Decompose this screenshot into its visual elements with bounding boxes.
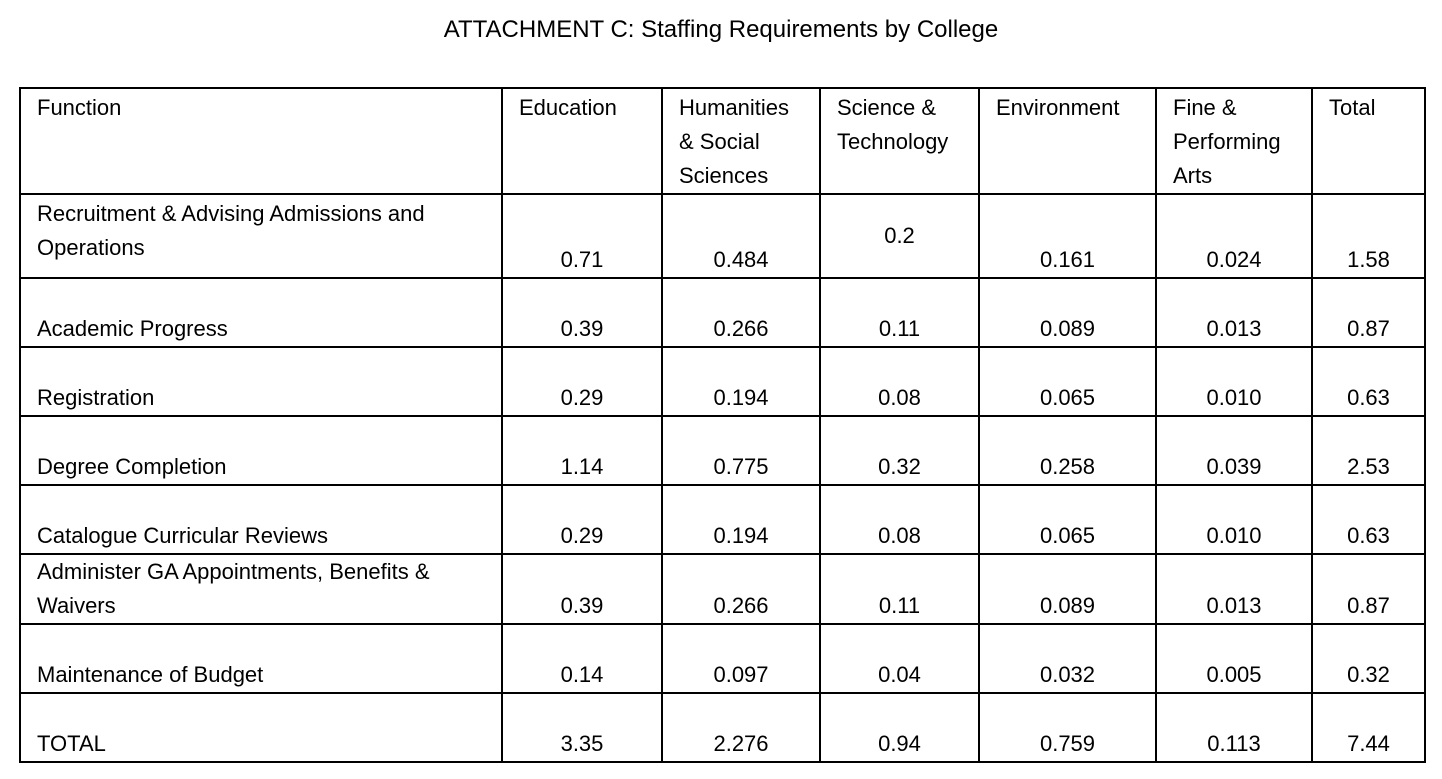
- cell-total: 0.63: [1311, 346, 1426, 417]
- cell-humanities: 0.266: [661, 553, 821, 625]
- cell-total: 0.32: [1311, 623, 1426, 694]
- cell-fine-arts: 0.013: [1155, 553, 1313, 625]
- cell-science: 0.11: [819, 553, 980, 625]
- cell-science: 0.08: [819, 484, 980, 555]
- cell-science: 0.32: [819, 415, 980, 486]
- cell-total: 1.58: [1311, 193, 1426, 279]
- cell-humanities: 0.484: [661, 193, 821, 279]
- row-function-label: Administer GA Appointments, Benefits & W…: [19, 553, 503, 625]
- cell-total: 0.87: [1311, 277, 1426, 348]
- column-header-education: Education: [501, 87, 663, 195]
- row-function-label: Registration: [19, 346, 503, 417]
- cell-environment: 0.089: [978, 277, 1157, 348]
- table-row: Catalogue Curricular Reviews 0.29 0.194 …: [19, 484, 1426, 555]
- cell-environment: 0.065: [978, 484, 1157, 555]
- row-function-label: Maintenance of Budget: [19, 623, 503, 694]
- row-function-label: TOTAL: [19, 692, 503, 763]
- cell-education: 0.39: [501, 277, 663, 348]
- cell-science: 0.11: [819, 277, 980, 348]
- table-row: Academic Progress 0.39 0.266 0.11 0.089 …: [19, 277, 1426, 348]
- table-row: Degree Completion 1.14 0.775 0.32 0.258 …: [19, 415, 1426, 486]
- cell-fine-arts: 0.013: [1155, 277, 1313, 348]
- cell-environment: 0.032: [978, 623, 1157, 694]
- cell-science: 0.04: [819, 623, 980, 694]
- cell-fine-arts: 0.113: [1155, 692, 1313, 763]
- cell-humanities: 0.097: [661, 623, 821, 694]
- cell-humanities: 2.276: [661, 692, 821, 763]
- row-function-label: Degree Completion: [19, 415, 503, 486]
- column-header-total: Total: [1311, 87, 1426, 195]
- cell-humanities: 0.194: [661, 346, 821, 417]
- cell-education: 0.71: [501, 193, 663, 279]
- cell-humanities: 0.266: [661, 277, 821, 348]
- cell-education: 0.29: [501, 484, 663, 555]
- cell-environment: 0.161: [978, 193, 1157, 279]
- table-row: Recruitment & Advising Admissions and Op…: [19, 193, 1426, 279]
- cell-education: 0.39: [501, 553, 663, 625]
- cell-total: 0.87: [1311, 553, 1426, 625]
- table-row: Registration 0.29 0.194 0.08 0.065 0.010…: [19, 346, 1426, 417]
- cell-environment: 0.258: [978, 415, 1157, 486]
- column-header-humanities: Humanities & Social Sciences: [661, 87, 821, 195]
- staffing-table: Function Education Humanities & Social S…: [19, 87, 1426, 763]
- column-header-fine-arts: Fine & Performing Arts: [1155, 87, 1313, 195]
- cell-total: 0.63: [1311, 484, 1426, 555]
- cell-education: 0.29: [501, 346, 663, 417]
- column-header-environment: Environment: [978, 87, 1157, 195]
- cell-education: 1.14: [501, 415, 663, 486]
- cell-fine-arts: 0.010: [1155, 484, 1313, 555]
- cell-fine-arts: 0.010: [1155, 346, 1313, 417]
- cell-fine-arts: 0.005: [1155, 623, 1313, 694]
- cell-education: 3.35: [501, 692, 663, 763]
- cell-science: 0.2: [819, 193, 980, 279]
- cell-fine-arts: 0.024: [1155, 193, 1313, 279]
- table-total-row: TOTAL 3.35 2.276 0.94 0.759 0.113 7.44: [19, 692, 1426, 763]
- cell-environment: 0.759: [978, 692, 1157, 763]
- table-header-row: Function Education Humanities & Social S…: [19, 87, 1426, 195]
- row-function-label: Academic Progress: [19, 277, 503, 348]
- cell-fine-arts: 0.039: [1155, 415, 1313, 486]
- cell-science: 0.94: [819, 692, 980, 763]
- cell-total: 2.53: [1311, 415, 1426, 486]
- cell-environment: 0.089: [978, 553, 1157, 625]
- row-function-label: Recruitment & Advising Admissions and Op…: [19, 193, 503, 279]
- cell-environment: 0.065: [978, 346, 1157, 417]
- row-function-label: Catalogue Curricular Reviews: [19, 484, 503, 555]
- cell-science: 0.08: [819, 346, 980, 417]
- table-row: Maintenance of Budget 0.14 0.097 0.04 0.…: [19, 623, 1426, 694]
- page-title: ATTACHMENT C: Staffing Requirements by C…: [443, 16, 999, 43]
- column-header-function: Function: [19, 87, 503, 195]
- column-header-science: Science & Technology: [819, 87, 980, 195]
- cell-humanities: 0.194: [661, 484, 821, 555]
- cell-humanities: 0.775: [661, 415, 821, 486]
- cell-education: 0.14: [501, 623, 663, 694]
- table-row: Administer GA Appointments, Benefits & W…: [19, 553, 1426, 625]
- cell-total: 7.44: [1311, 692, 1426, 763]
